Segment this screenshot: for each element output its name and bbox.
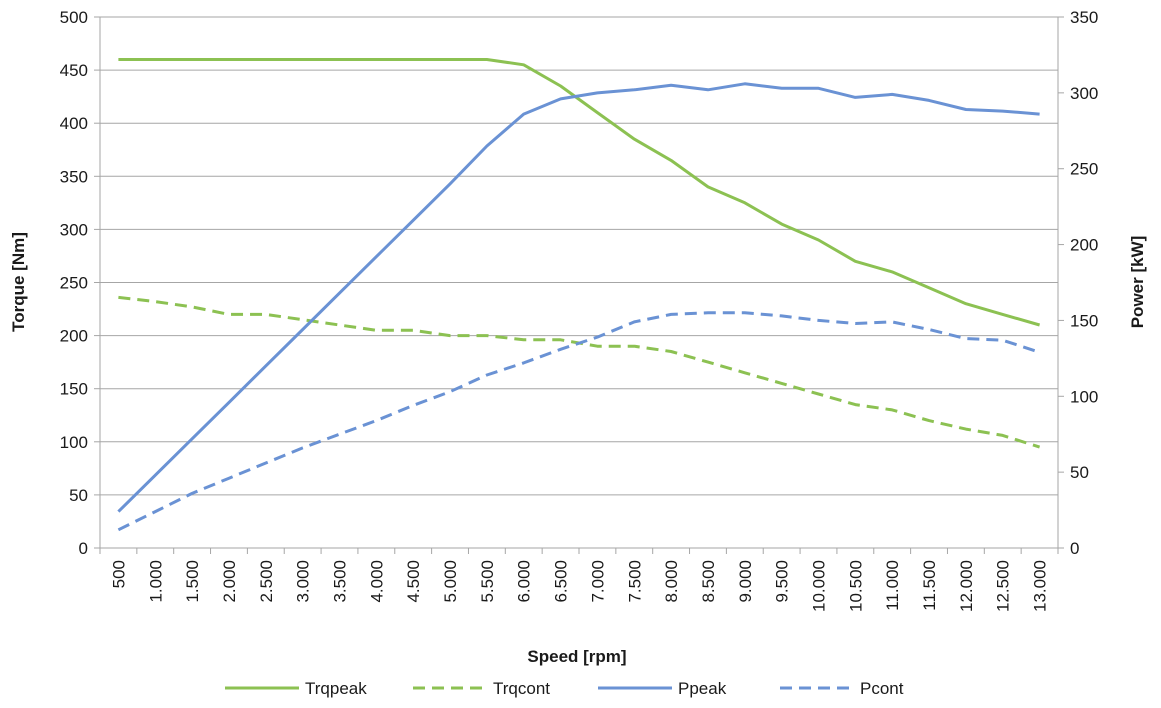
x-tick-label: 7.000: [588, 560, 607, 603]
x-tick-label: 13.000: [1031, 560, 1050, 612]
left-tick-label: 0: [79, 539, 88, 558]
x-tick-label: 11.000: [883, 560, 902, 611]
right-tick-label: 0: [1070, 539, 1079, 558]
left-tick-label: 200: [60, 327, 88, 346]
right-axis-ticks: 0 50 100 150 200 250 300 350: [1058, 8, 1098, 558]
x-tick-label: 6.500: [552, 560, 571, 603]
x-tick-label: 8.000: [662, 560, 681, 603]
x-tick-label: 5.500: [478, 560, 497, 603]
x-tick-label: 8.500: [699, 560, 718, 603]
x-tick-label: 10.000: [810, 560, 829, 612]
series-line-pcont: [117, 311, 1041, 532]
left-tick-label: 250: [60, 274, 88, 293]
left-tick-label: 50: [69, 486, 88, 505]
x-tick-label: 2.500: [257, 560, 276, 603]
x-tick-label: 7.500: [625, 560, 644, 603]
x-axis-title: Speed [rpm]: [527, 647, 626, 666]
right-tick-label: 100: [1070, 387, 1098, 406]
x-tick-label: 11.500: [920, 560, 939, 611]
left-tick-label: 450: [60, 61, 88, 80]
legend-label-pcont: Pcont: [860, 679, 904, 698]
right-axis-title: Power [kW]: [1128, 236, 1147, 329]
x-tick-label: 1.000: [146, 560, 165, 603]
left-tick-label: 150: [60, 380, 88, 399]
x-tick-label: 1.500: [183, 560, 202, 603]
left-tick-label: 100: [60, 433, 88, 452]
x-tick-label: 4.000: [367, 560, 386, 603]
legend-label-ppeak: Ppeak: [678, 679, 727, 698]
x-tick-label: 10.500: [846, 560, 865, 612]
x-tick-label: 12.000: [957, 560, 976, 612]
x-axis-ticks: 500 1.000 1.500 2.000 2.500 3.000 3.500 4.000 4.…: [99, 548, 1059, 612]
x-tick-label: 3.500: [331, 560, 350, 603]
series-line-trqcont: [118, 295, 1041, 449]
x-tick-label: 5.000: [441, 560, 460, 603]
x-tick-label: 2.000: [220, 560, 239, 603]
right-tick-label: 350: [1070, 8, 1098, 27]
right-tick-label: 150: [1070, 311, 1098, 330]
legend: Trqpeak Trqcont Ppeak Pcont: [225, 679, 904, 698]
x-tick-label: 6.000: [515, 560, 534, 603]
right-tick-label: 200: [1070, 236, 1098, 255]
x-tick-label: 12.500: [994, 560, 1013, 612]
legend-label-trqpeak: Trqpeak: [305, 679, 367, 698]
x-tick-label: 9.000: [736, 560, 755, 603]
x-tick-label: 4.500: [404, 560, 423, 603]
left-tick-label: 500: [60, 8, 88, 27]
left-tick-label: 400: [60, 114, 88, 133]
right-tick-label: 250: [1070, 160, 1098, 179]
gridlines: [100, 16, 1058, 549]
x-tick-label: 3.000: [294, 560, 313, 603]
x-tick-label: 9.500: [773, 560, 792, 603]
right-tick-label: 50: [1070, 463, 1089, 482]
left-tick-label: 300: [60, 220, 88, 239]
legend-label-trqcont: Trqcont: [493, 679, 550, 698]
left-axis-ticks: 0 50 100 150 200 250 300 350 400 450 500: [60, 8, 100, 558]
left-axis-title: Torque [Nm]: [9, 232, 28, 332]
x-tick-label: 500: [109, 560, 128, 588]
right-tick-label: 300: [1070, 84, 1098, 103]
series-lines: [117, 58, 1041, 532]
series-line-ppeak: [117, 82, 1040, 513]
series-line-trqpeak: [118, 58, 1041, 327]
left-tick-label: 350: [60, 167, 88, 186]
